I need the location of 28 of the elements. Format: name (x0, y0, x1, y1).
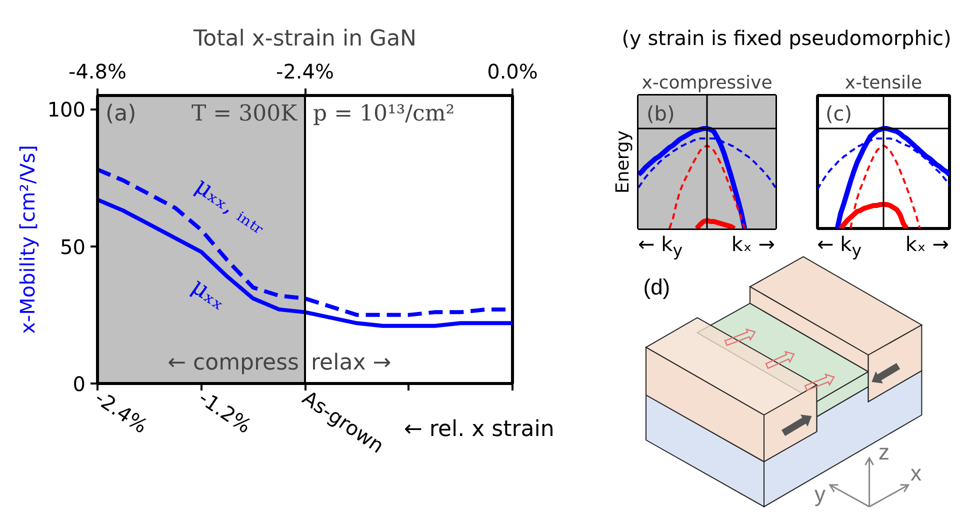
y-tick-label: 100 (47, 98, 86, 122)
annotation: T = 300K (191, 102, 298, 126)
x2-tick-label: -4.8% (68, 60, 127, 84)
y-tick-label: 0 (72, 372, 86, 396)
band-label: ← compress (168, 350, 300, 376)
ref-line-label: relax → (311, 350, 392, 376)
text: μₓₓ, ᵢₙₜᵣ (190, 172, 272, 240)
chart-title: x-tensile (844, 72, 922, 94)
y-axis-title: x-Mobility [cm²/Vs] (15, 145, 40, 334)
text: μₓₓ (186, 272, 232, 316)
annotation: (a) (106, 102, 136, 126)
text: ← k$_{y}$ kₓ → (817, 232, 949, 260)
text: (b) (646, 102, 675, 126)
y-axis-title: Energy (612, 130, 634, 194)
text: z (878, 440, 890, 464)
text: ← k$_{y}$ kₓ → (638, 232, 775, 260)
annotation: p = 10¹³/cm² (313, 102, 455, 126)
y-tick-label: 50 (60, 234, 86, 259)
chart-title: x-compressive (642, 72, 772, 94)
text: x (910, 460, 922, 486)
chart-subtitle: (y strain is fixed pseudomorphic) (620, 25, 952, 52)
x2-tick-label: -2.4% (276, 60, 334, 84)
x-axis-title: ← rel. x strain (404, 417, 554, 442)
x2-axis-title: Total x-strain in GaN (192, 26, 417, 52)
x2-tick-label: 0.0% (487, 60, 538, 84)
text: (d) (643, 274, 670, 300)
text: (c) (826, 102, 852, 126)
text: y (814, 482, 826, 506)
